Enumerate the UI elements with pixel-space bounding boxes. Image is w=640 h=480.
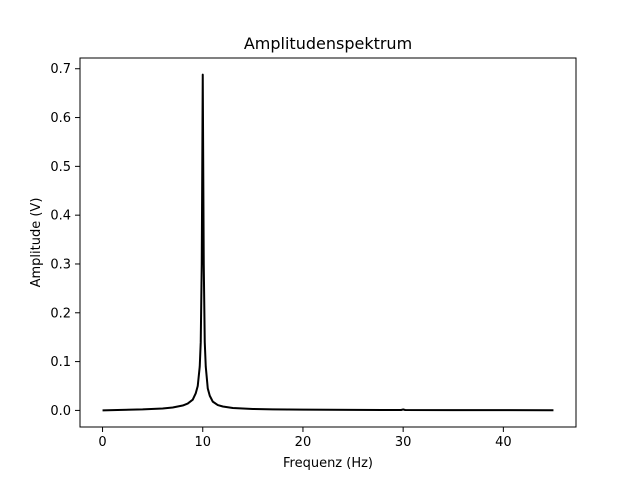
x-tick-label: 30: [395, 435, 412, 450]
x-axis-label: Frequenz (Hz): [283, 456, 373, 471]
y-tick-label: 0.3: [50, 257, 71, 272]
y-axis-ticks: 0.0 0.1 0.2 0.3 0.4 0.5 0.6 0.7: [50, 62, 80, 419]
chart-title: Amplitudenspektrum: [244, 34, 412, 53]
y-tick-label: 0.7: [50, 62, 71, 77]
y-tick-label: 0.4: [50, 209, 71, 224]
y-axis-label: Amplitude (V): [29, 198, 44, 288]
plot-frame: [79, 57, 577, 428]
y-tick-label: 0.5: [50, 160, 71, 175]
series-line: [102, 73, 554, 412]
y-tick-label: 0.1: [50, 355, 71, 370]
y-tick-label: 0.6: [50, 111, 71, 126]
x-tick-label: 20: [295, 435, 312, 450]
plot-area: [80, 58, 576, 427]
x-tick-label: 40: [495, 435, 512, 450]
y-tick-label: 0.2: [50, 306, 71, 321]
x-tick-label: 0: [98, 435, 106, 450]
x-tick-label: 10: [194, 435, 211, 450]
y-tick-label: 0.0: [50, 404, 71, 419]
x-axis-ticks: 0 10 20 30 40: [98, 427, 512, 450]
